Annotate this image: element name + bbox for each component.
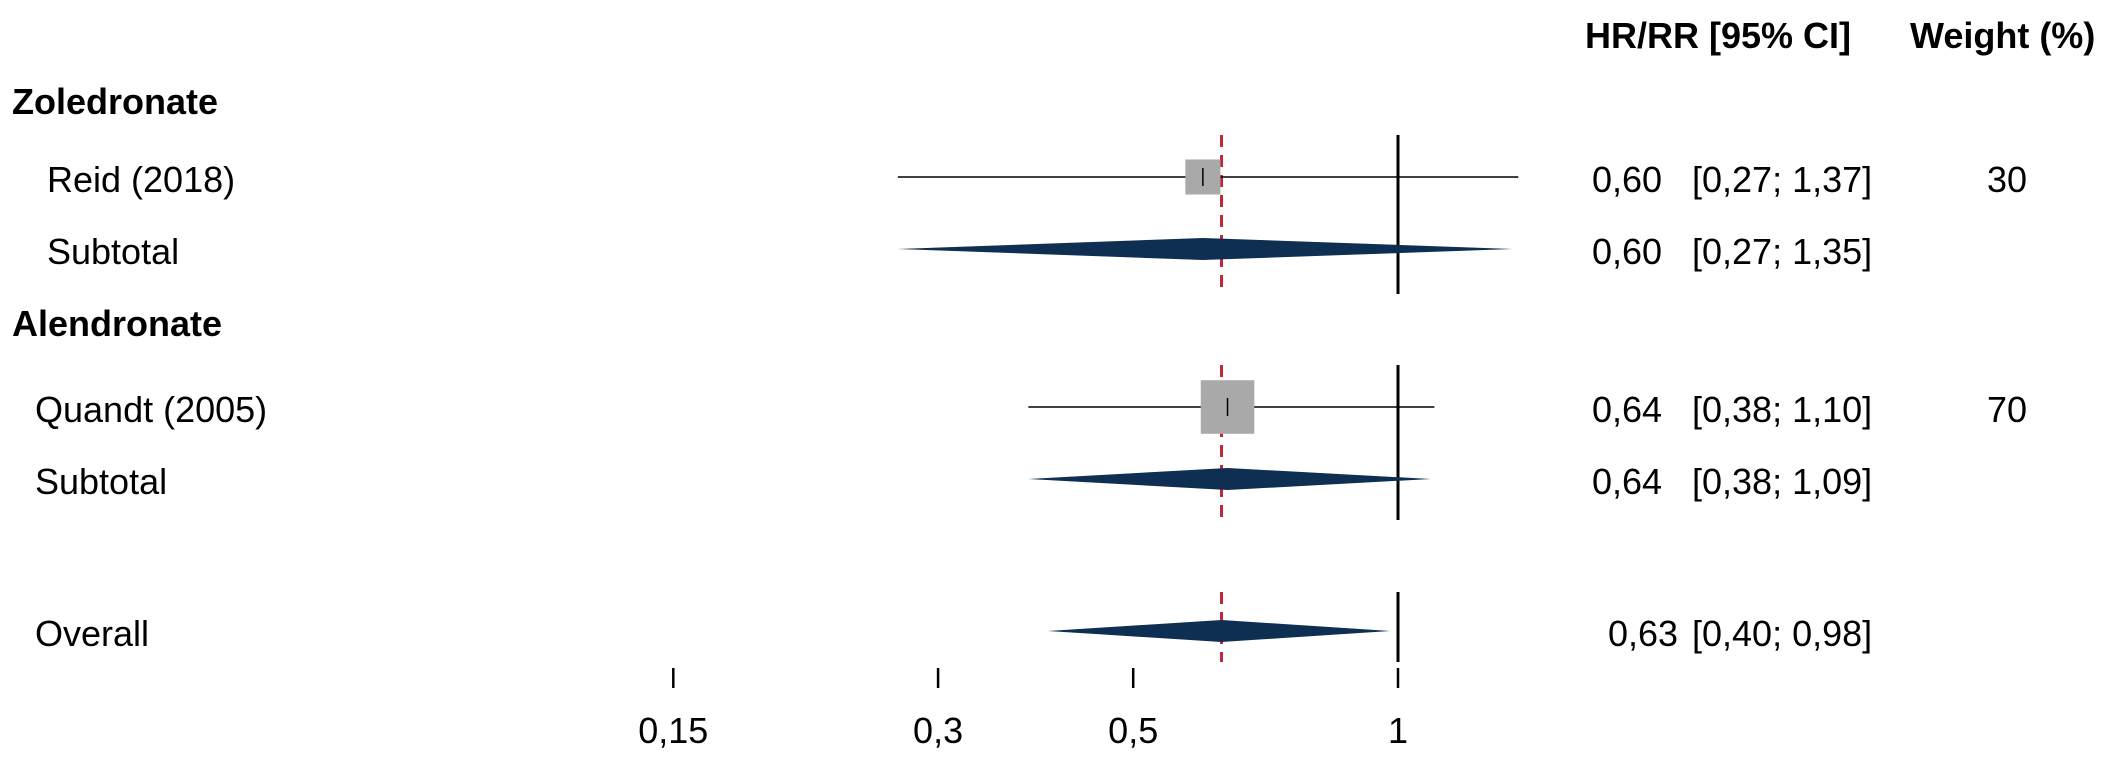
ci-reid-2018: [0,27; 1,37] bbox=[1692, 159, 1873, 200]
estimate-quandt-2005: 0,64 bbox=[1592, 389, 1663, 430]
estimate-subtotal-zoledronate: 0,60 bbox=[1592, 231, 1663, 272]
weight-quandt-2005: 70 bbox=[1987, 389, 2028, 430]
estimate-overall: 0,63 bbox=[1608, 613, 1679, 654]
group-heading-alendronate: Alendronate bbox=[12, 303, 223, 344]
axis-tick-label: 0,5 bbox=[1108, 710, 1159, 751]
subtotal-label-zoledronate: Subtotal bbox=[47, 231, 180, 272]
effect-column-header: HR/RR [95% CI] bbox=[1585, 15, 1852, 56]
ci-subtotal-zoledronate: [0,27; 1,35] bbox=[1692, 231, 1873, 272]
axis-tick-label: 1 bbox=[1387, 710, 1409, 751]
study-label-quandt-2005: Quandt (2005) bbox=[35, 389, 268, 430]
study-label-reid-2018: Reid (2018) bbox=[47, 159, 236, 200]
subtotal-diamond bbox=[1028, 468, 1431, 490]
weight-column-header: Weight (%) bbox=[1910, 15, 2096, 56]
subtotal-diamond bbox=[897, 238, 1513, 260]
group-heading-zoledronate: Zoledronate bbox=[12, 81, 219, 122]
weight-reid-2018: 30 bbox=[1987, 159, 2028, 200]
overall-diamond bbox=[1047, 620, 1391, 642]
ci-quandt-2005: [0,38; 1,10] bbox=[1692, 389, 1873, 430]
ci-overall: [0,40; 0,98] bbox=[1692, 613, 1873, 654]
overall-label: Overall bbox=[35, 613, 150, 654]
estimate-reid-2018: 0,60 bbox=[1592, 159, 1663, 200]
axis-tick-label: 0,15 bbox=[638, 710, 709, 751]
estimate-subtotal-alendronate: 0,64 bbox=[1592, 461, 1663, 502]
ci-subtotal-alendronate: [0,38; 1,09] bbox=[1692, 461, 1873, 502]
axis-tick-label: 0,3 bbox=[913, 710, 964, 751]
subtotal-label-alendronate: Subtotal bbox=[35, 461, 168, 502]
